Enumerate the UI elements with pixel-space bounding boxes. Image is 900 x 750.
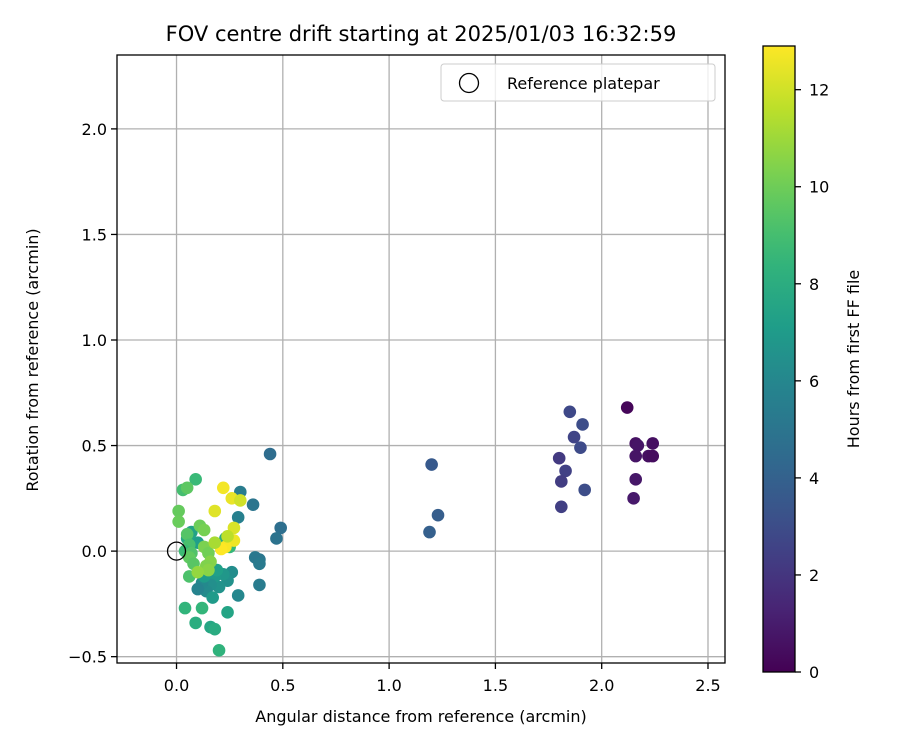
colorbar-label: Hours from first FF file <box>844 270 863 449</box>
chart-title: FOV centre drift starting at 2025/01/03 … <box>166 22 677 46</box>
colorbar-tick-label: 10 <box>809 178 829 197</box>
data-point <box>195 601 209 615</box>
data-point <box>552 451 566 465</box>
grid <box>117 55 725 663</box>
y-tick-label: −0.5 <box>68 648 107 667</box>
data-point <box>172 504 185 518</box>
data-point <box>221 606 234 619</box>
data-point <box>197 523 211 537</box>
data-point <box>253 578 266 592</box>
x-tick-label: 2.0 <box>589 676 614 695</box>
axis-ticks: 0.0 0.5 1.0 1.5 2.0 2.5 −0.5 0.0 0.5 1.0 1.5 2.0 <box>68 120 721 695</box>
colorbar-tick-label: 2 <box>809 566 819 585</box>
colorbar-tick-label: 0 <box>809 663 819 682</box>
data-point <box>263 447 277 461</box>
data-point <box>189 473 202 486</box>
data-point <box>270 532 283 545</box>
y-tick-label: 1.0 <box>82 331 107 350</box>
data-point <box>253 557 266 571</box>
data-point <box>555 500 568 514</box>
y-tick-label: 0.5 <box>82 437 107 456</box>
y-axis-label: Rotation from reference (arcmin) <box>23 228 42 491</box>
legend: Reference platepar <box>440 63 716 102</box>
data-points <box>172 401 660 657</box>
data-point <box>202 563 215 577</box>
data-point <box>180 481 194 495</box>
x-tick-label: 2.5 <box>695 676 720 695</box>
colorbar-tick-label: 8 <box>809 275 819 294</box>
colorbar-frame <box>762 45 796 673</box>
data-point <box>231 511 245 524</box>
data-point <box>555 475 568 488</box>
colorbar-gradient <box>763 46 795 672</box>
data-point <box>629 449 643 463</box>
data-point <box>431 508 445 522</box>
data-point <box>216 481 230 495</box>
data-point <box>189 616 202 630</box>
colorbar-tick-label: 6 <box>809 372 819 391</box>
data-point <box>178 601 192 615</box>
data-point <box>212 644 226 657</box>
data-point <box>231 589 245 602</box>
data-point <box>574 441 587 454</box>
legend-entry-label: Reference platepar <box>507 74 660 93</box>
y-tick-label: 1.5 <box>82 225 107 244</box>
x-tick-label: 1.0 <box>376 676 401 695</box>
data-point <box>646 449 660 463</box>
reference-point-marker <box>166 541 187 561</box>
reference-marker <box>166 541 187 561</box>
colorbar-ticks: 0 2 4 6 8 10 12 <box>795 81 829 682</box>
data-point <box>576 418 589 431</box>
data-point <box>620 401 634 414</box>
data-point <box>646 437 660 450</box>
data-point <box>567 430 581 444</box>
data-point <box>208 622 222 636</box>
data-point <box>172 515 185 528</box>
x-tick-label: 1.5 <box>483 676 508 695</box>
data-point <box>191 582 205 596</box>
data-point <box>627 492 640 505</box>
data-point <box>180 527 194 541</box>
data-point <box>563 405 577 419</box>
data-point <box>208 536 222 549</box>
colorbar-tick-label: 4 <box>809 469 819 488</box>
data-point <box>221 530 234 543</box>
data-point <box>274 521 287 535</box>
colorbar-tick-label: 12 <box>809 81 829 100</box>
data-point <box>629 473 643 486</box>
data-point <box>578 483 591 497</box>
data-point <box>191 565 205 579</box>
x-tick-label: 0.5 <box>270 676 295 695</box>
plot-frame <box>116 54 726 664</box>
y-tick-label: 0.0 <box>82 542 107 561</box>
data-point <box>631 439 645 452</box>
data-point <box>559 464 572 478</box>
data-point <box>234 494 247 507</box>
x-tick-label: 0.0 <box>164 676 189 695</box>
data-point <box>246 498 260 511</box>
colorbar: 0 2 4 6 8 10 12 Hours from first FF file <box>762 45 863 682</box>
y-tick-label: 2.0 <box>82 120 107 139</box>
legend-marker-icon <box>458 72 480 94</box>
legend-box <box>440 63 716 102</box>
data-point <box>208 504 222 518</box>
x-axis-label: Angular distance from reference (arcmin) <box>255 707 586 726</box>
data-point <box>206 591 219 604</box>
data-point <box>425 458 438 471</box>
data-point <box>423 525 436 539</box>
